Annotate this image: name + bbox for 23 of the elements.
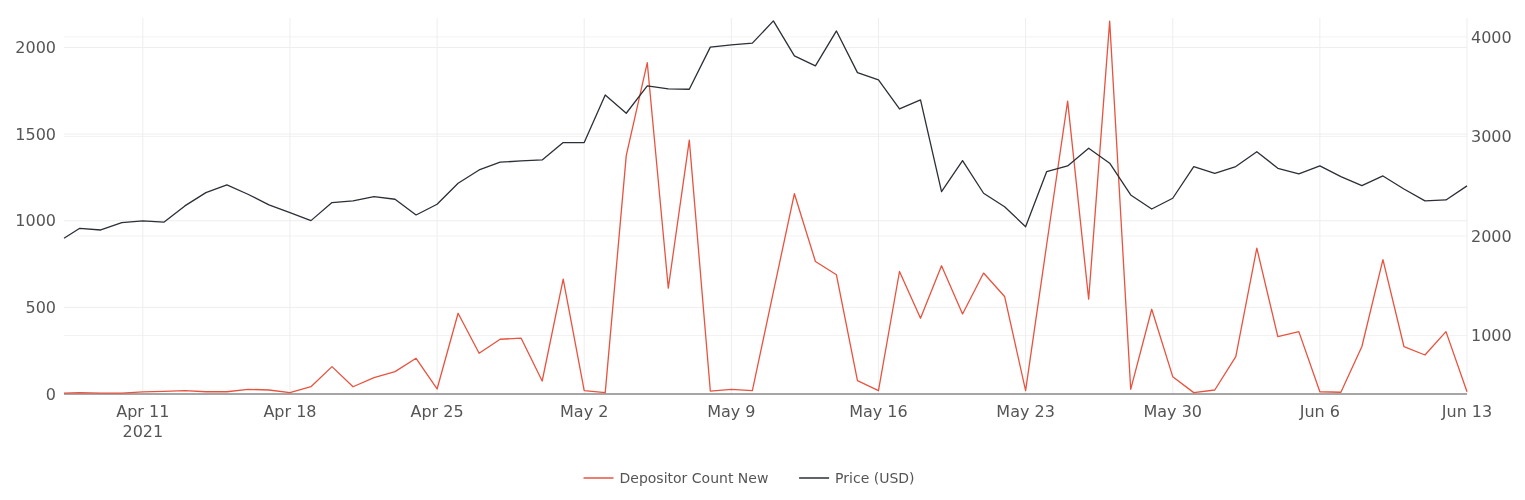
line-series xyxy=(63,20,1468,394)
legend-label: Price (USD) xyxy=(835,469,915,486)
x-tick-label: Apr 18 xyxy=(263,402,317,421)
y2-tick-label: 4000 xyxy=(1471,27,1512,47)
x-tick-label: May 23 xyxy=(996,402,1055,421)
x-tick-label: Apr 25 xyxy=(410,402,464,421)
y2-tick-label: 3000 xyxy=(1471,127,1512,147)
legend-label: Depositor Count New xyxy=(619,469,769,486)
x-tick-label: Jun 6 xyxy=(1298,402,1340,421)
x-tick-label: May 30 xyxy=(1143,402,1202,421)
x-tick-label: May 16 xyxy=(849,402,908,421)
y-tick-label: 1000 xyxy=(15,211,56,231)
line-series xyxy=(63,20,1468,239)
y-tick-label: 500 xyxy=(25,297,56,317)
x-tick-label: Apr 11 2021 xyxy=(116,402,170,441)
y2-tick-label: 2000 xyxy=(1471,226,1512,246)
x-tick-label: May 2 xyxy=(560,402,609,421)
y-tick-label: 2000 xyxy=(15,38,56,58)
y-tick-label: 1500 xyxy=(15,124,56,144)
y2-tick-label: 1000 xyxy=(1471,326,1512,346)
y-tick-label: 0 xyxy=(45,384,56,404)
x-tick-label: Jun 13 xyxy=(1440,402,1493,421)
x-tick-label: May 9 xyxy=(707,402,756,421)
